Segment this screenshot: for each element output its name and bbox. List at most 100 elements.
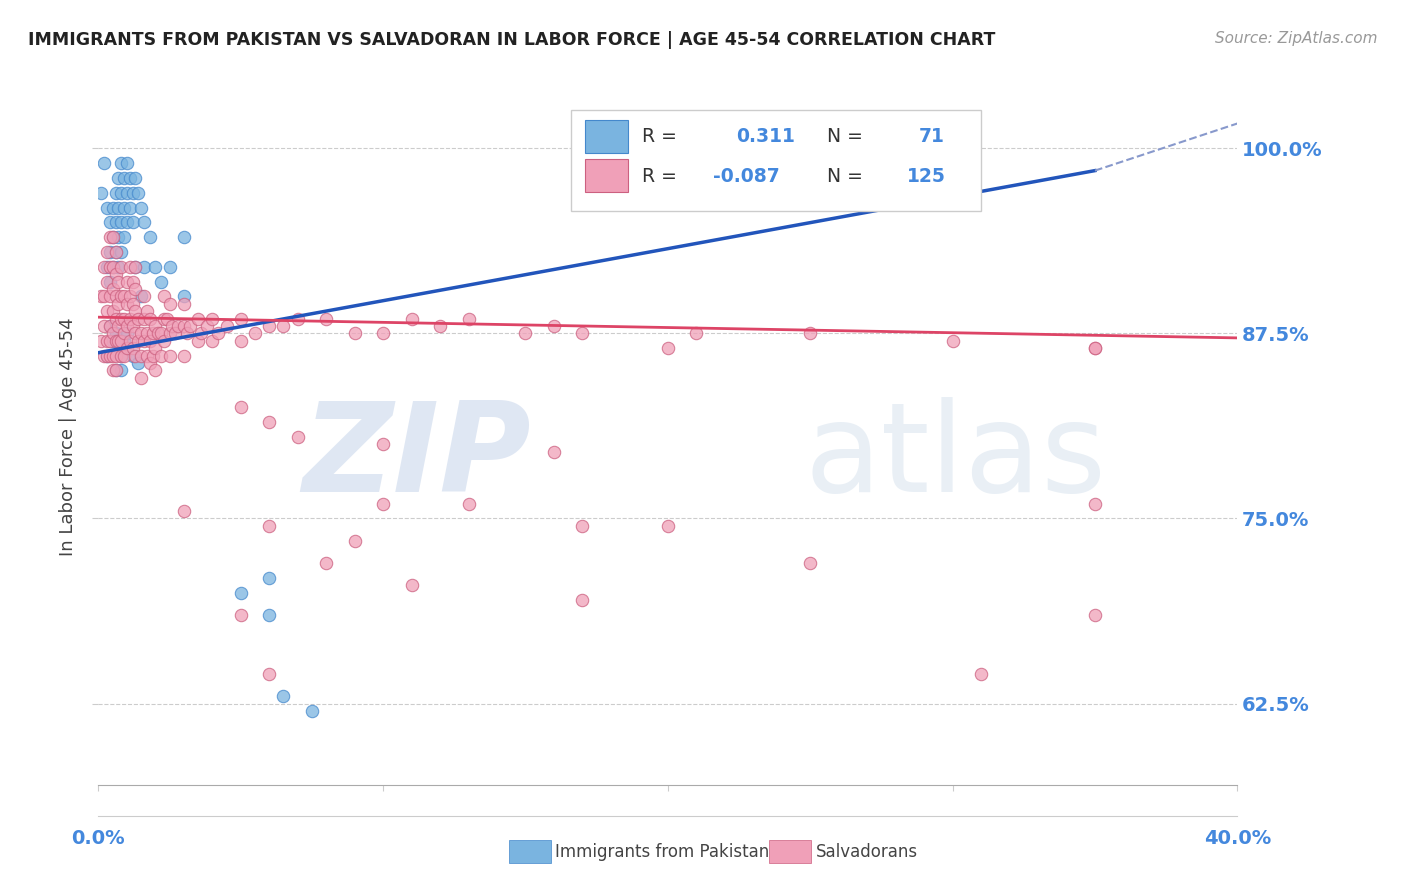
Point: [121, 186, 143, 200]
Point: [165, 326, 187, 341]
Point: [104, 363, 127, 377]
Point: [107, 260, 129, 274]
Point: [132, 334, 155, 348]
Point: [115, 275, 138, 289]
Point: [259, 519, 281, 533]
Point: [145, 319, 167, 334]
Point: [104, 363, 127, 377]
Point: [118, 201, 141, 215]
Point: [159, 260, 181, 274]
Point: [115, 156, 138, 170]
Point: [107, 297, 129, 311]
Point: [129, 289, 152, 303]
Point: [138, 334, 160, 348]
Point: [96, 245, 118, 260]
Point: [121, 319, 143, 334]
Point: [127, 356, 149, 370]
Point: [110, 363, 132, 377]
Point: [115, 341, 138, 355]
Point: [259, 607, 281, 622]
Point: [110, 349, 132, 363]
Point: [101, 363, 124, 377]
Point: [98, 230, 121, 244]
Point: [110, 311, 132, 326]
Point: [571, 326, 593, 341]
Point: [129, 326, 152, 341]
Point: [101, 230, 124, 244]
Point: [315, 556, 337, 570]
Point: [98, 319, 121, 334]
Point: [135, 326, 157, 341]
Point: [96, 275, 118, 289]
Point: [970, 667, 993, 681]
Point: [132, 289, 155, 303]
Point: [104, 289, 127, 303]
Point: [153, 334, 176, 348]
Point: [110, 245, 132, 260]
Point: [273, 689, 295, 703]
Point: [173, 230, 195, 244]
Point: [201, 334, 224, 348]
Point: [98, 319, 121, 334]
Point: [150, 326, 173, 341]
Point: [104, 215, 127, 229]
Point: [129, 349, 152, 363]
Point: [124, 282, 146, 296]
Point: [107, 275, 129, 289]
Point: [118, 289, 141, 303]
Point: [101, 260, 124, 274]
Point: [187, 334, 209, 348]
Point: [118, 260, 141, 274]
Point: [259, 571, 281, 585]
Point: [135, 349, 157, 363]
Point: [107, 334, 129, 348]
Point: [1084, 497, 1107, 511]
Point: [124, 260, 146, 274]
Point: [101, 349, 124, 363]
Point: [90, 334, 112, 348]
Point: [159, 297, 181, 311]
Point: [104, 267, 127, 281]
Point: [101, 230, 124, 244]
Point: [162, 319, 184, 334]
Point: [104, 334, 127, 348]
Point: [132, 311, 155, 326]
Point: [287, 311, 309, 326]
Point: [101, 260, 124, 274]
Point: [110, 215, 132, 229]
Point: [301, 704, 323, 718]
Point: [124, 171, 146, 186]
Point: [401, 578, 423, 592]
Point: [201, 311, 224, 326]
Point: [112, 334, 135, 348]
Point: [104, 245, 127, 260]
Point: [132, 215, 155, 229]
Y-axis label: In Labor Force | Age 45-54: In Labor Force | Age 45-54: [59, 318, 77, 557]
Point: [145, 341, 167, 355]
Text: R =: R =: [641, 127, 676, 146]
Point: [121, 341, 143, 355]
Point: [401, 311, 423, 326]
Point: [173, 349, 195, 363]
Point: [141, 326, 163, 341]
Point: [190, 326, 212, 341]
Point: [101, 304, 124, 318]
Point: [132, 260, 155, 274]
Point: [90, 186, 112, 200]
Point: [657, 519, 679, 533]
Point: [98, 275, 121, 289]
Point: [343, 533, 366, 548]
Point: [543, 319, 565, 334]
Point: [112, 171, 135, 186]
Text: 0.311: 0.311: [737, 127, 794, 146]
Point: [243, 326, 266, 341]
Point: [135, 304, 157, 318]
Point: [167, 319, 190, 334]
Point: [115, 297, 138, 311]
Point: [104, 245, 127, 260]
Point: [107, 230, 129, 244]
Point: [98, 245, 121, 260]
Point: [159, 326, 181, 341]
Point: [104, 326, 127, 341]
Point: [127, 311, 149, 326]
